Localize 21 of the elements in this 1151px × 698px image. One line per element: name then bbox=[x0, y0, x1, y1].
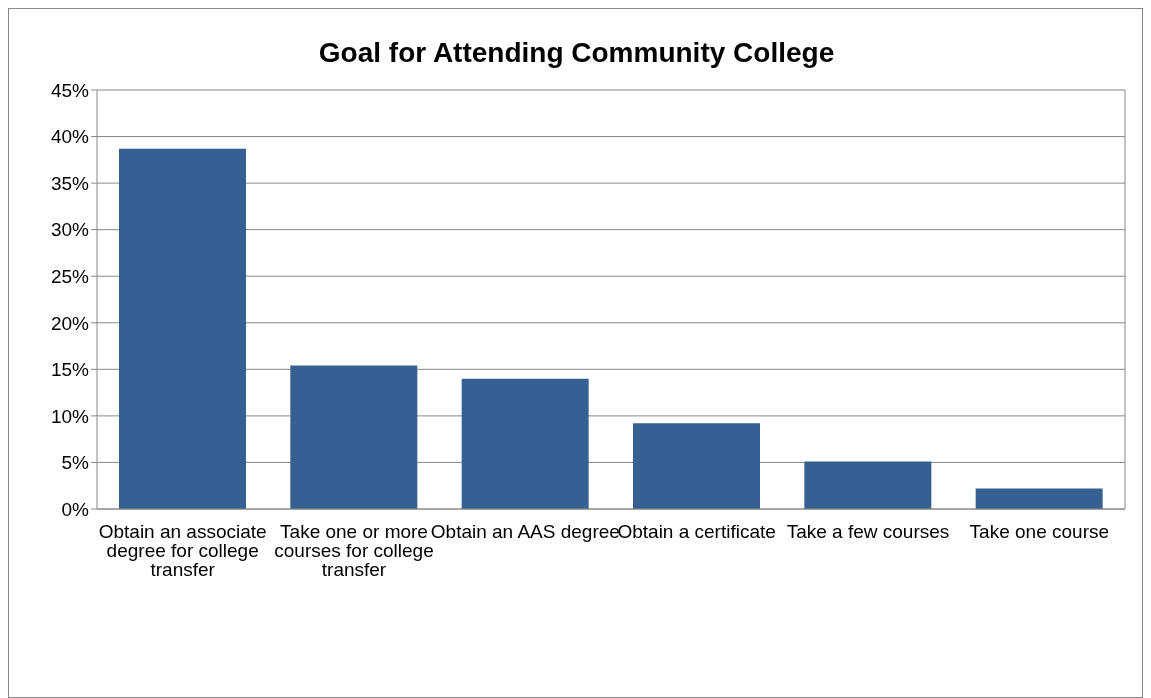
bar bbox=[975, 488, 1103, 509]
y-tick-label: 0% bbox=[61, 498, 90, 520]
x-tick-label: Take a few courses bbox=[786, 521, 950, 543]
bar bbox=[633, 423, 760, 509]
y-tick-label: 45% bbox=[50, 79, 90, 101]
y-tick-label: 20% bbox=[50, 312, 90, 334]
bar bbox=[119, 148, 246, 509]
x-tick-label: Obtain an associate degree for college transfer bbox=[98, 521, 267, 581]
x-tick-label: Take one course bbox=[969, 521, 1110, 543]
chart-title: Goal for Attending Community College bbox=[317, 37, 836, 69]
y-tick-label: 30% bbox=[50, 219, 90, 241]
y-tick-label: 15% bbox=[50, 359, 90, 381]
y-tick-label: 10% bbox=[50, 405, 90, 427]
y-tick-label: 25% bbox=[50, 265, 90, 287]
bar bbox=[290, 365, 418, 509]
y-tick-label: 5% bbox=[61, 452, 90, 474]
bar bbox=[804, 461, 932, 509]
x-tick-label: Obtain a certificate bbox=[617, 521, 776, 543]
bar bbox=[461, 378, 589, 509]
y-tick-label: 35% bbox=[50, 172, 90, 194]
y-tick-label: 40% bbox=[50, 126, 90, 148]
